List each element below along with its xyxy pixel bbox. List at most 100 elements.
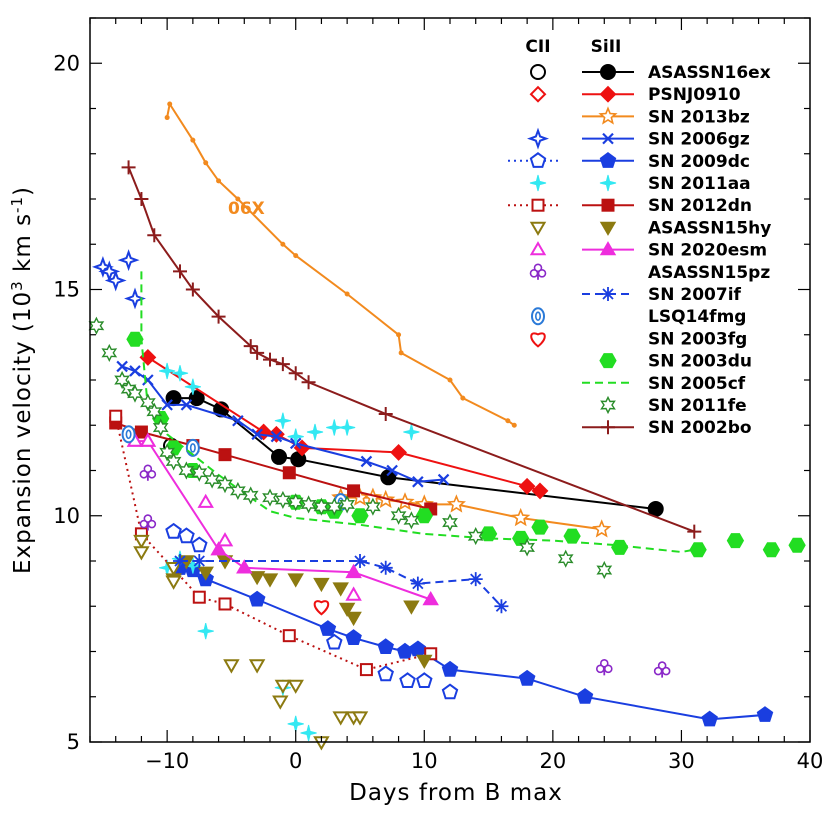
c-point-asassn15hy (223, 659, 240, 674)
club-left (653, 666, 663, 676)
si-point-sn-2020esm (236, 559, 253, 574)
club-right (661, 666, 671, 676)
series-sn-2007if (173, 554, 509, 614)
si-point-sn-2002bo (243, 339, 258, 354)
legend-cii-marker (527, 127, 549, 150)
c-point-sn-2009dc (416, 672, 433, 688)
si-point-sn-2011fe (101, 343, 118, 362)
reference-curve-06x-point (280, 241, 286, 247)
y-tick-label: 15 (53, 278, 80, 302)
club-top (143, 514, 153, 523)
c-point-sn-2003fg (313, 600, 330, 616)
si-point-sn-2002bo (687, 524, 702, 539)
si-point-sn-2011aa (287, 428, 304, 445)
series-sn-2009dc (165, 522, 774, 727)
legend-siii-marker (601, 420, 615, 435)
reference-curve-06x-point (511, 422, 517, 428)
si-point-sn-2011fe (127, 384, 143, 403)
legend-label: SN 2011fe (648, 396, 747, 416)
y-tick-label: 20 (53, 51, 80, 75)
si-point-psnj0910 (390, 443, 408, 461)
si-point-sn-2011fe (152, 418, 169, 437)
annotation-06x: 06X (228, 199, 265, 219)
legend-label: SN 2020esm (648, 241, 767, 261)
c-point-asassn15hy (133, 546, 150, 561)
c-point-sn-2006gz (124, 287, 146, 310)
si-point-sn-2011fe (403, 511, 420, 530)
si-point-sn-2003du (531, 519, 549, 535)
c-point-asassn15pz (595, 659, 613, 676)
c-point-asassn15hy (165, 562, 182, 577)
si-point-asassn15hy (313, 577, 330, 593)
c-point-asassn15hy (165, 575, 182, 590)
legend-siii-marker (599, 85, 617, 103)
oval-core (125, 429, 132, 440)
si-point-asassn15hy (345, 611, 362, 627)
si-point-sn-2009dc (701, 710, 718, 727)
si-point-sn-2011fe (287, 493, 304, 512)
series-sn-2002bo-si-line (127, 166, 695, 533)
legend-cii-marker (529, 174, 547, 192)
si-point-sn-2011fe (442, 513, 458, 532)
si-point-sn-2011fe (390, 506, 407, 525)
legend-label: ASASSN15hy (648, 218, 771, 238)
x-tick-label: 30 (668, 749, 695, 773)
si-point-asassn15hy (197, 566, 214, 581)
series-psnj0910 (139, 348, 549, 500)
si-point-sn-2020esm (422, 591, 439, 606)
legend-label: ASASSN15pz (648, 263, 770, 283)
si-point-sn-2011fe (159, 443, 175, 462)
legend-item-sn-2013bz: SN 2013bz (582, 106, 750, 127)
si-point-sn-2011aa (171, 365, 189, 382)
si-point-sn-2002bo (301, 375, 316, 390)
si-point-sn-2002bo (147, 228, 162, 243)
si-point-sn-2012dn (134, 425, 148, 439)
si-point-sn-2007if (410, 576, 425, 591)
y-tick-label: 10 (53, 504, 80, 528)
club-top (657, 661, 667, 670)
series-asassn15hy (133, 534, 433, 751)
c-point-sn-2012dn (218, 597, 232, 611)
reference-curve-06x-point (216, 178, 222, 184)
series-sn-2005cf (140, 271, 695, 554)
si-point-sn-2006gz (116, 360, 128, 373)
c-point-sn-2011aa (197, 622, 214, 640)
c-point-sn-2012dn (359, 663, 373, 677)
c-point-asassn15hy (351, 711, 369, 726)
x-tick-label: 20 (539, 749, 566, 773)
club-top (143, 464, 153, 474)
legend-siii-marker (601, 287, 615, 301)
legend-label: SN 2003du (648, 352, 752, 372)
si-point-asassn15hy (287, 573, 304, 588)
si-point-sn-2006gz (251, 428, 263, 441)
club-right (603, 664, 613, 674)
si-point-sn-2003du (788, 537, 806, 553)
legend-siii-marker (599, 221, 617, 236)
c-point-sn-2020esm (197, 493, 214, 508)
legend-cii-marker (530, 332, 546, 348)
legend-cii-marker (529, 241, 547, 256)
si-point-sn-2013bz (446, 494, 466, 513)
club-top (599, 659, 609, 668)
c-point-sn-2009dc (399, 672, 416, 688)
si-point-sn-2002bo (173, 264, 187, 279)
si-point-sn-2007if (353, 554, 367, 568)
oval-core (534, 311, 541, 322)
c-point-sn-2009dc (326, 633, 343, 650)
c-point-asassn15hy (133, 534, 150, 550)
legend-siii-marker (599, 241, 617, 256)
legend-cii-marker (529, 85, 547, 103)
series-sn-2006gz (91, 249, 450, 488)
club-right (537, 268, 547, 278)
legend-header-siii: SiII (591, 37, 622, 57)
si-point-sn-2002bo (275, 357, 290, 372)
si-point-sn-2013bz (511, 507, 531, 527)
legend-label: SN 2005cf (648, 374, 746, 394)
si-point-asassn15hy (261, 573, 279, 588)
legend-siii-marker (599, 152, 617, 168)
x-axis-title: Days from B max (349, 780, 563, 806)
si-point-sn-2011fe (146, 402, 163, 421)
si-point-sn-2011fe (217, 475, 233, 494)
legend-cii-marker (529, 152, 547, 168)
si-point-sn-2003du (351, 508, 369, 524)
